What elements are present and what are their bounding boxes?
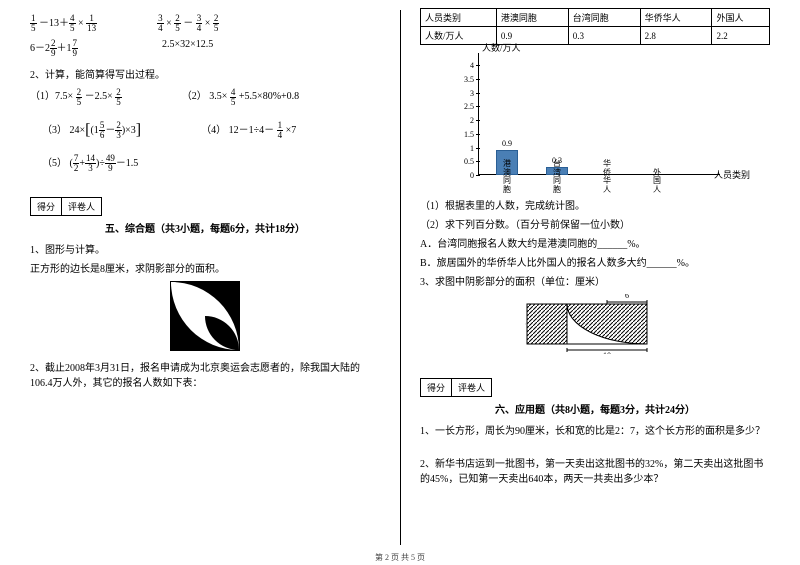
val-1: 0.3	[568, 27, 640, 45]
val-3: 2.2	[712, 27, 770, 45]
eq-1a: 15 －13＋45 × 113	[30, 14, 97, 33]
category-label: 华侨华人	[592, 160, 622, 195]
th-2: 台湾同胞	[568, 9, 640, 27]
th-3: 华侨华人	[640, 9, 712, 27]
eq-1b: 34 × 25 － 34 × 25	[157, 14, 219, 33]
table-header-row: 人员类别 港澳同胞 台湾同胞 华侨华人 外国人	[421, 9, 770, 27]
q5-2: 2、截止2008年3月31日，报名申请成为北京奥运会志愿者的，除我国大陆的106…	[30, 359, 380, 389]
page-footer: 第 2 页 共 5 页	[0, 552, 800, 563]
bar-value-label: 0.9	[496, 139, 518, 148]
category-label: 外国人	[642, 169, 672, 195]
left-column: 15 －13＋45 × 113 34 × 25 － 34 × 25 6－229＋…	[0, 0, 400, 565]
q5-1: 1、图形与计算。	[30, 241, 380, 256]
section-5-title: 五、综合题（共3小题，每题6分，共计18分）	[30, 220, 380, 235]
q6-2: 2、新华书店运到一批图书，第一天卖出这批图书的32%，第二天卖出这批图书的45%…	[420, 455, 770, 485]
y-axis	[478, 53, 479, 175]
th-1: 港澳同胞	[496, 9, 568, 27]
eq-2a: 6－229＋179	[30, 39, 78, 58]
dim-6: 6	[625, 294, 629, 300]
grader-label: 评卷人	[62, 198, 101, 215]
eq-2b: 2.5×32×12.5	[162, 39, 213, 58]
section-6-title: 六、应用题（共8小题，每题3分，共计24分）	[420, 401, 770, 416]
equation-row-1: 15 －13＋45 × 113 34 × 25 － 34 × 25	[30, 14, 380, 33]
chart-q1: （1）根据表里的人数，完成统计图。	[420, 197, 770, 212]
sub-eq-1: （1）7.5× 25 －2.5× 25	[30, 87, 122, 106]
chart-q2b: B．旅居国外的华侨华人比外国人的报名人数多大约______%。	[420, 254, 770, 269]
ytick-label: 1	[450, 144, 474, 153]
grader-label-r: 评卷人	[452, 379, 491, 396]
eq5-prefix: （5）	[42, 158, 67, 169]
eq3-prefix: （3）	[42, 125, 67, 136]
sub-eq-row-3: （5） (72+143)÷499－1.5	[30, 154, 380, 173]
ytick-label: 3	[450, 89, 474, 98]
eq1-prefix: （1）	[30, 91, 55, 102]
score-label: 得分	[31, 198, 62, 215]
eq2-prefix: （2）	[182, 91, 207, 102]
right-column: 人员类别 港澳同胞 台湾同胞 华侨华人 外国人 人数/万人 0.9 0.3 2.…	[400, 0, 800, 565]
table-data-row: 人数/万人 0.9 0.3 2.8 2.2	[421, 27, 770, 45]
q2-label: 2、计算，能简算得写出过程。	[30, 66, 380, 81]
sub-eq-4: （4） 12－1÷4－ 14 ×7	[201, 121, 296, 140]
equation-row-2: 6－229＋179 2.5×32×12.5	[30, 39, 380, 58]
score-box-right: 得分 评卷人	[420, 378, 492, 397]
ytick-label: 1.5	[450, 130, 474, 139]
ytick-label: 3.5	[450, 75, 474, 84]
bar-chart: 人数/万人 人员类别 00.511.522.533.540.9港澳同胞0.3台湾…	[450, 53, 730, 193]
category-label: 港澳同胞	[492, 160, 522, 195]
dim-5: 5	[525, 318, 526, 328]
score-label-r: 得分	[421, 379, 452, 396]
q-shade-area: 3、求图中阴影部分的面积（单位：厘米）	[420, 273, 770, 288]
sub-eq-2: （2） 3.5× 45 +5.5×80%+0.8	[182, 87, 299, 106]
chart-ylabel: 人数/万人	[482, 41, 521, 54]
ytick-label: 0.5	[450, 157, 474, 166]
sub-eq-row-1: （1）7.5× 25 －2.5× 25 （2） 3.5× 45 +5.5×80%…	[30, 87, 380, 106]
val-2: 2.8	[640, 27, 712, 45]
sub-eq-3: （3） 24×[(156－23)×3]	[42, 121, 141, 140]
q6-1: 1、一长方形，周长为90厘米，长和宽的比是2：7，这个长方形的面积是多少？	[420, 422, 770, 437]
sub-eq-row-2: （3） 24×[(156－23)×3] （4） 12－1÷4－ 14 ×7	[30, 121, 380, 140]
th-0: 人员类别	[421, 9, 497, 27]
th-4: 外国人	[712, 9, 770, 27]
category-label: 台湾同胞	[542, 160, 572, 195]
sub-eq-5: （5） (72+143)÷499－1.5	[42, 154, 138, 173]
ytick-label: 0	[450, 171, 474, 180]
q5-1-sub: 正方形的边长是8厘米，求阴影部分的面积。	[30, 260, 380, 275]
geometry-figure-2: 6 10 5	[525, 294, 665, 354]
score-box-left: 得分 评卷人	[30, 197, 102, 216]
ytick-label: 2.5	[450, 102, 474, 111]
chart-q2: （2）求下列百分数。（百分号前保留一位小数）	[420, 216, 770, 231]
dim-10: 10	[603, 351, 611, 354]
eq4-prefix: （4）	[201, 125, 226, 136]
ytick-label: 4	[450, 61, 474, 70]
data-table: 人员类别 港澳同胞 台湾同胞 华侨华人 外国人 人数/万人 0.9 0.3 2.…	[420, 8, 770, 45]
geometry-figure-1	[170, 281, 240, 351]
chart-q2a: A．台湾同胞报名人数大约是港澳同胞的______%。	[420, 235, 770, 250]
ytick-label: 2	[450, 116, 474, 125]
